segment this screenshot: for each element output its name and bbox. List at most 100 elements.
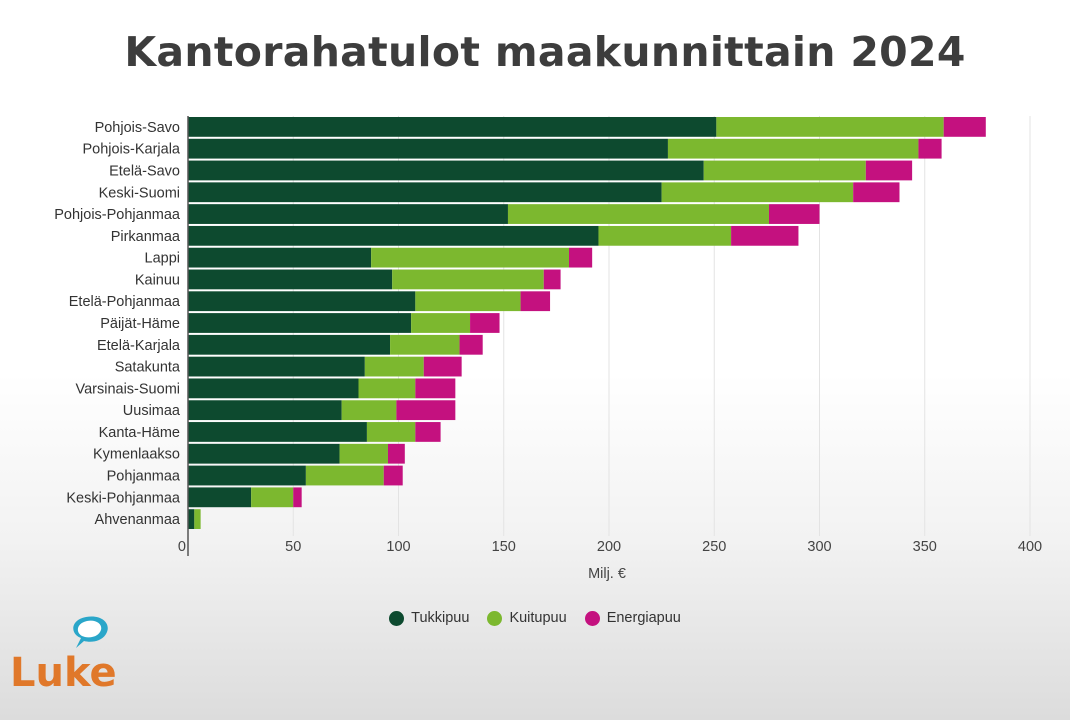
bar-segment (415, 378, 456, 399)
bar-segment (459, 334, 483, 355)
bar-segment (188, 247, 372, 268)
category-label: Kainuu (135, 272, 180, 288)
legend-label: Tukkipuu (411, 610, 470, 626)
bar-segment (188, 182, 662, 203)
legend-swatch (584, 610, 600, 626)
bar-segment (188, 138, 668, 159)
bar-segment (188, 160, 704, 181)
bar-segment (339, 443, 388, 464)
bars (188, 117, 986, 529)
bar-segment (667, 138, 919, 159)
bar-segment (188, 334, 391, 355)
category-label: Ahvenanmaa (95, 512, 181, 528)
bar-segment (731, 225, 799, 246)
bar-segment (470, 313, 500, 333)
bar-segment (943, 117, 986, 137)
bar-segment (598, 225, 732, 246)
bar-segment (364, 356, 424, 377)
bar-segment (188, 509, 195, 529)
bar-segment (188, 400, 342, 421)
bar-segment (366, 422, 416, 442)
bar-segment (716, 117, 944, 137)
x-tick-label: 150 (492, 539, 516, 555)
category-label: Uusimaa (123, 403, 181, 419)
x-tick-label: 250 (702, 539, 726, 555)
category-label: Varsinais-Suomi (76, 381, 181, 397)
bar-segment (188, 465, 306, 486)
category-label: Kymenlaakso (93, 447, 180, 463)
stacked-bar-chart: Pohjois-Savo Pohjois-Karjala Etelä-Savo Kes… (54, 116, 1042, 582)
category-label: Kanta-Häme (99, 425, 180, 441)
category-label: Pohjanmaa (107, 469, 181, 485)
x-tick-label: 300 (807, 539, 831, 555)
legend-label: Kuitupuu (509, 610, 567, 626)
bar-segment (383, 465, 403, 486)
category-label: Satakunta (115, 360, 181, 376)
category-label: Keski-Suomi (99, 185, 180, 201)
category-label: Etelä-Karjala (97, 338, 181, 354)
bar-segment (341, 400, 397, 421)
legend-item: Energiapuu (584, 610, 681, 626)
legend-label: Energiapuu (606, 610, 681, 626)
category-label: Päijät-Häme (100, 316, 180, 332)
x-tick-label: 0 (178, 539, 186, 555)
bar-segment (423, 356, 462, 377)
category-label: Pohjois-Pohjanmaa (54, 207, 181, 223)
x-tick-label: 50 (285, 539, 301, 555)
bar-segment (918, 138, 942, 159)
speech-bubble-icon (73, 616, 108, 648)
bar-segment (194, 509, 201, 529)
logo-wordmark: Luke (10, 650, 117, 694)
bar-segment (392, 269, 544, 290)
bar-segment (293, 487, 302, 508)
category-label: Lappi (145, 251, 180, 267)
legend-swatch (389, 610, 405, 626)
bar-segment (188, 269, 393, 290)
bar-segment (569, 247, 593, 268)
x-tick-labels: 0 50 100 150 200 250 300 350 400 (178, 539, 1042, 555)
bar-segment (305, 465, 384, 486)
bar-segment (188, 117, 717, 137)
category-label: Pohjois-Savo (95, 120, 180, 136)
bar-segment (188, 356, 365, 377)
bar-segment (188, 225, 599, 246)
category-label: Pirkanmaa (111, 229, 181, 245)
bar-segment (188, 422, 367, 442)
category-label: Etelä-Savo (109, 163, 180, 179)
bar-segment (865, 160, 913, 181)
legend-item: Kuitupuu (487, 610, 567, 626)
bar-segment (390, 334, 460, 355)
bar-segment (520, 291, 551, 312)
legend-swatch (487, 610, 503, 626)
luke-logo: Luke (10, 616, 117, 694)
category-label: Keski-Pohjanmaa (66, 490, 181, 506)
bar-segment (358, 378, 416, 399)
bar-segment (703, 160, 866, 181)
bar-segment (188, 204, 508, 224)
x-tick-label: 100 (386, 539, 410, 555)
bar-segment (853, 182, 900, 203)
bar-segment (415, 422, 441, 442)
bar-segment (387, 443, 405, 464)
bar-segment (188, 313, 412, 333)
bar-segment (188, 443, 340, 464)
category-label: Etelä-Pohjanmaa (69, 294, 181, 310)
bar-segment (543, 269, 561, 290)
legend-item: Tukkipuu (389, 610, 469, 626)
bar-segment (768, 204, 820, 224)
x-tick-label: 200 (597, 539, 621, 555)
bar-segment (188, 378, 359, 399)
category-labels: Pohjois-Savo Pohjois-Karjala Etelä-Savo Kes… (54, 120, 181, 528)
bar-segment (411, 313, 471, 333)
bar-segment (251, 487, 294, 508)
x-axis-title: Milj. € (588, 566, 626, 582)
bar-segment (188, 291, 416, 312)
bar-segment (415, 291, 521, 312)
x-tick-label: 350 (913, 539, 937, 555)
bar-segment (371, 247, 570, 268)
x-tick-label: 400 (1018, 539, 1042, 555)
bar-segment (661, 182, 854, 203)
chart-title: Kantorahatulot maakunnittain 2024 (124, 28, 966, 76)
legend: Tukkipuu Kuitupuu Energiapuu (0, 610, 1070, 626)
bar-segment (188, 487, 252, 508)
